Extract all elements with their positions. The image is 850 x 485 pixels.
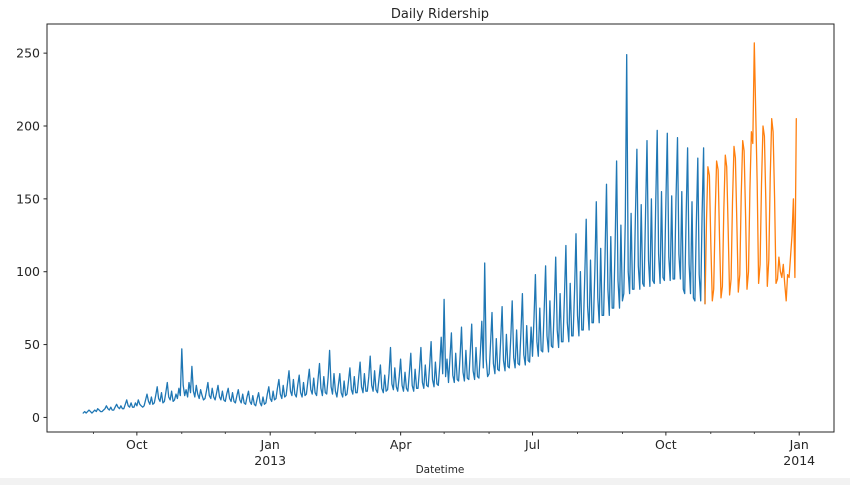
x-tick-label: Oct — [655, 437, 677, 452]
x-axis-label: Datetime — [416, 464, 465, 476]
y-tick-label: 250 — [16, 46, 40, 61]
x-tick-year-label: 2014 — [783, 453, 815, 468]
series-layer — [82, 42, 797, 414]
y-tick-label: 50 — [24, 337, 40, 352]
y-tick-label: 100 — [16, 264, 40, 279]
y-tick-label: 150 — [16, 191, 40, 206]
forecast-ridership-line — [704, 42, 797, 305]
x-tick-label: Jan — [789, 437, 809, 452]
x-tick-year-label: 2013 — [254, 453, 286, 468]
axes-spines — [46, 23, 835, 433]
y-tick-label: 0 — [32, 410, 40, 425]
window-edge — [0, 478, 850, 485]
observed-ridership-line — [82, 53, 706, 414]
x-tick-label: Oct — [126, 437, 148, 452]
x-tick-label: Jan — [260, 437, 280, 452]
chart-title: Daily Ridership — [391, 7, 489, 22]
x-tick-label: Apr — [390, 437, 412, 452]
y-tick-label: 200 — [16, 119, 40, 134]
x-tick-label: Jul — [524, 437, 540, 452]
